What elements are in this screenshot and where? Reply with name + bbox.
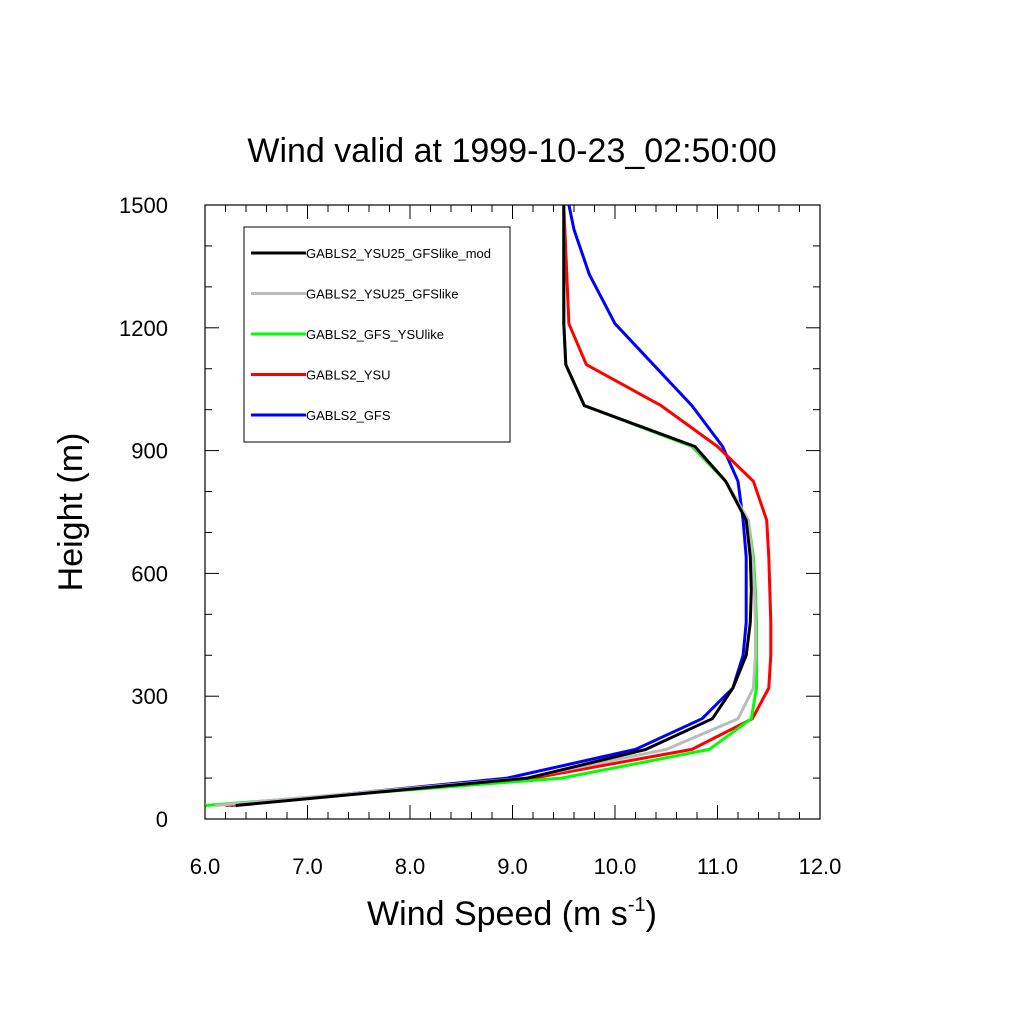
- x-tick-label: 8.0: [395, 854, 426, 879]
- legend-label: GABLS2_YSU25_GFSlike: [306, 287, 458, 302]
- y-tick-label: 1500: [119, 193, 168, 218]
- x-axis-label-superscript: -1: [628, 894, 646, 916]
- legend-label: GABLS2_GFS: [306, 408, 391, 423]
- legend: GABLS2_YSU25_GFSlike_mod GABLS2_YSU25_GFS…: [243, 226, 511, 443]
- series-line-gabls2-ysu: [225, 205, 773, 807]
- series-layer: [205, 205, 773, 807]
- axis-ticks: 6.0 7.0 8.0 9.0 10.0 11.0 12.0 0 300 600 900 1200 15…: [119, 193, 841, 879]
- y-tick-label: 0: [156, 807, 168, 832]
- x-axis-label-close: ): [646, 895, 657, 933]
- x-tick-label: 12.0: [799, 854, 842, 879]
- x-tick-label: 9.0: [497, 854, 528, 879]
- y-axis-label: Height (m): [52, 433, 90, 592]
- legend-label: GABLS2_GFS_YSUlike: [306, 327, 444, 342]
- y-tick-label: 1200: [119, 316, 168, 341]
- x-axis-label-main: Wind Speed (m s: [367, 895, 628, 933]
- x-tick-label: 6.0: [190, 854, 221, 879]
- chart-title: Wind valid at 1999-10-23_02:50:00: [247, 132, 776, 170]
- x-tick-label: 10.0: [594, 854, 637, 879]
- series-line-gabls2-gfs: [230, 205, 748, 807]
- x-axis-label: Wind Speed (m s-1): [367, 894, 657, 933]
- x-tick-label: 7.0: [292, 854, 323, 879]
- x-tick-label: 11.0: [697, 854, 738, 879]
- y-tick-label: 600: [131, 561, 168, 586]
- legend-label: GABLS2_YSU25_GFSlike_mod: [306, 246, 491, 261]
- legend-label: GABLS2_YSU: [306, 368, 391, 383]
- y-tick-label: 900: [131, 439, 168, 464]
- y-tick-label: 300: [131, 684, 168, 709]
- series-line-gabls2-ysu25-gfslike-mod: [235, 205, 753, 807]
